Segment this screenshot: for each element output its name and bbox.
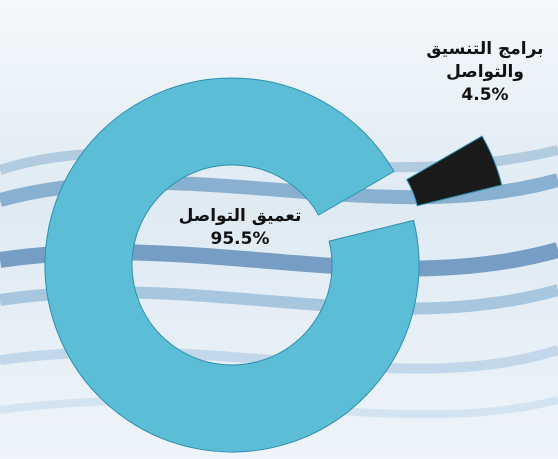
category-label: برامج التنسيق والتواصل (426, 39, 544, 82)
slice-label: تعميق التواصل 95.5% (160, 205, 320, 251)
slice-label: برامج التنسيق والتواصل 4.5% (410, 38, 558, 107)
category-label: تعميق التواصل (178, 206, 302, 226)
slice (44, 77, 420, 453)
slice (406, 135, 503, 207)
value-label: 95.5% (210, 228, 270, 249)
value-label: 4.5% (461, 84, 509, 105)
